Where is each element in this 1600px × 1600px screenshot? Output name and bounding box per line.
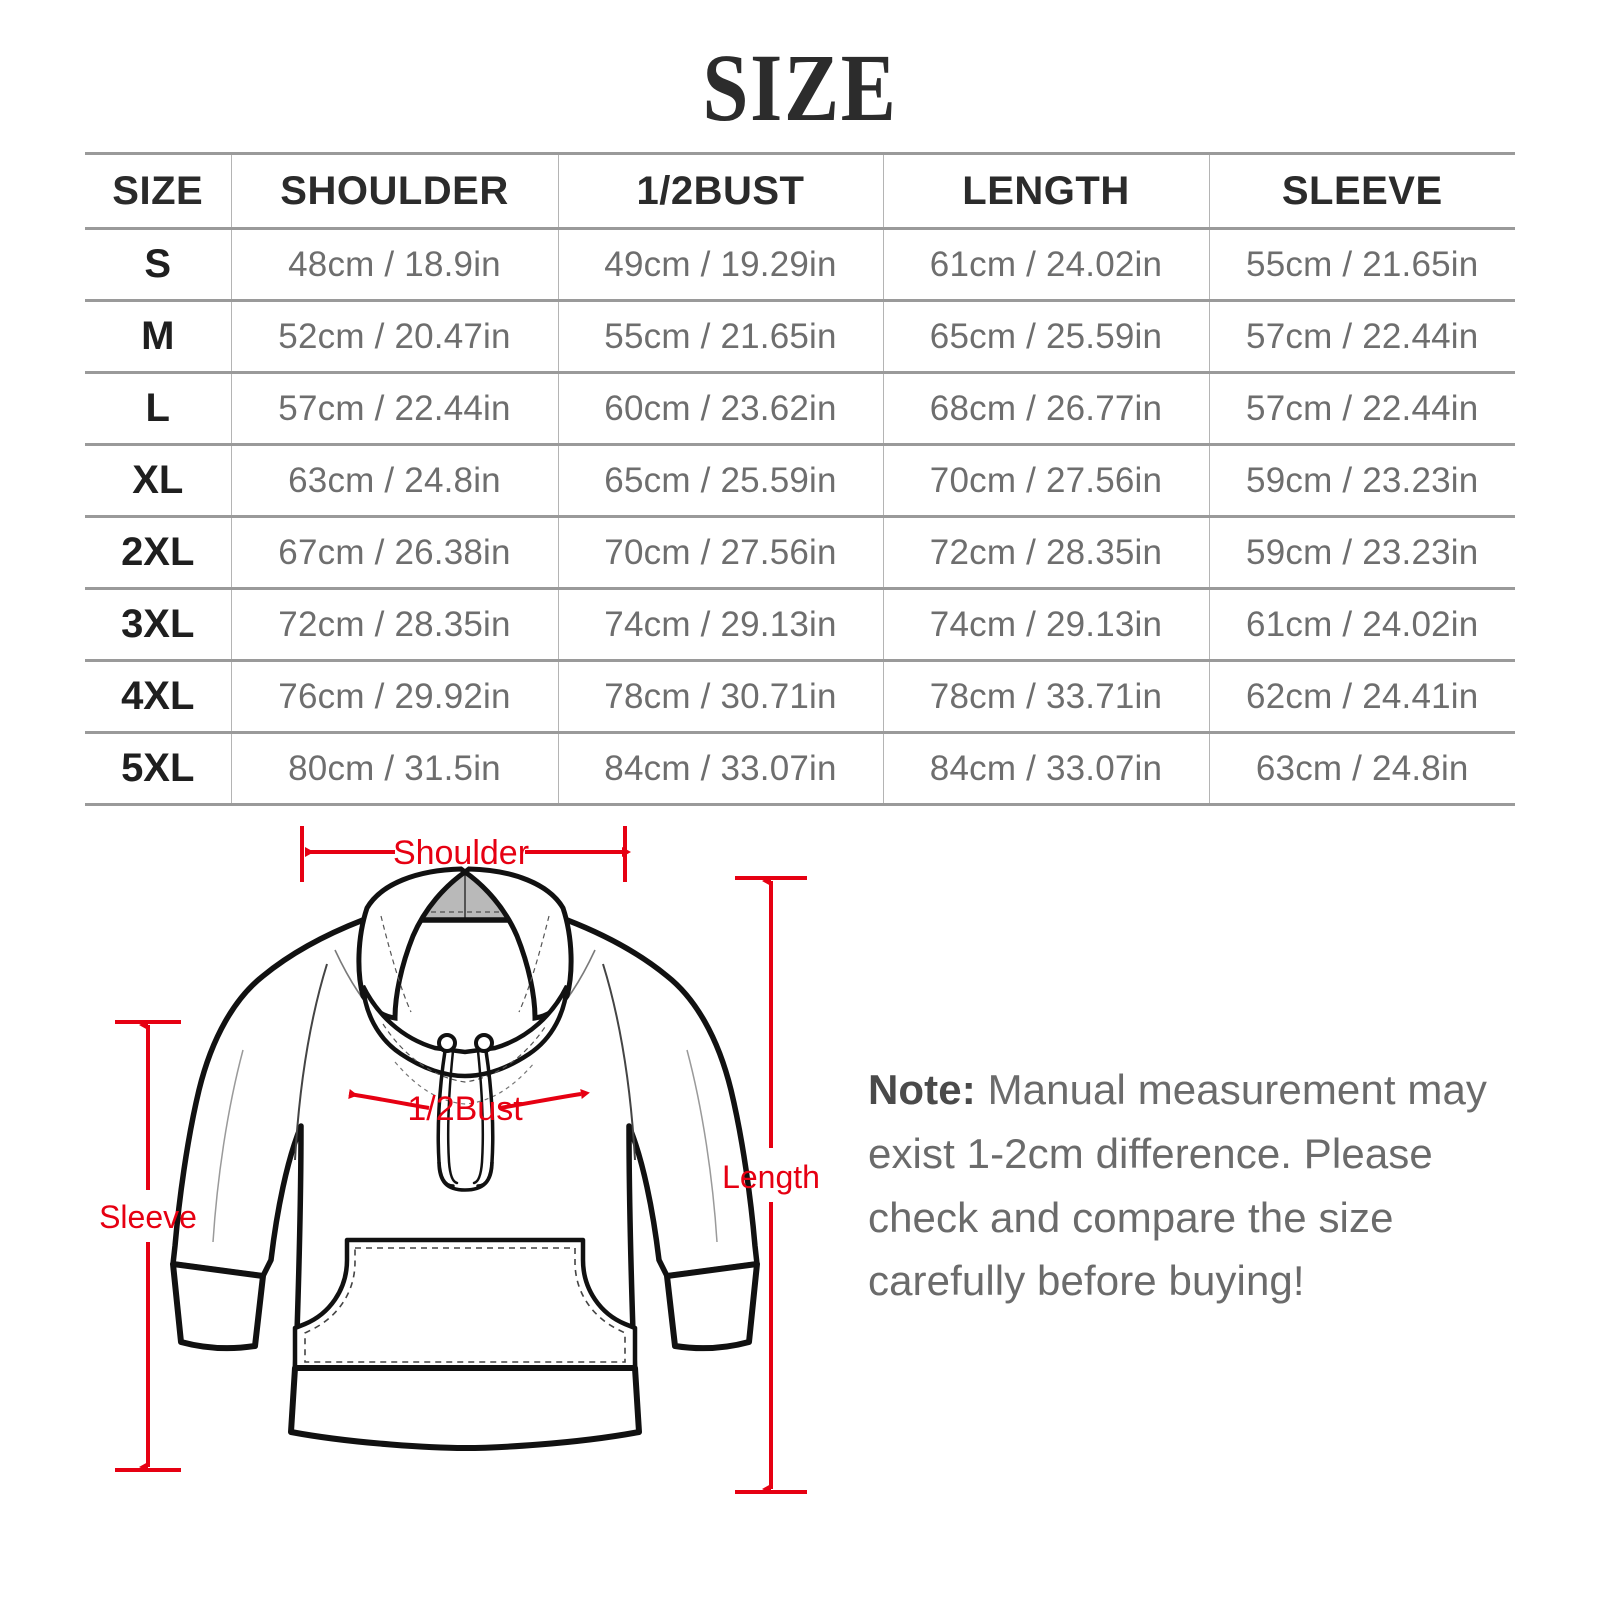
cell-length: 65cm / 25.59in xyxy=(882,299,1210,374)
table-row: 5XL 80cm / 31.5in 84cm / 33.07in 84cm / … xyxy=(85,731,1515,806)
cell-sleeve: 62cm / 24.41in xyxy=(1208,659,1515,734)
bottom-hem-rib xyxy=(288,1365,642,1451)
cell-size: 4XL xyxy=(85,659,232,734)
measurement-diagram: Shoulder 1/2Bust Length Sleeve xyxy=(0,790,1600,1550)
sleeve-measurement-guide: Sleeve xyxy=(99,1020,197,1472)
drawstring-right-inner xyxy=(472,1049,485,1185)
cell-length: 61cm / 24.02in xyxy=(882,227,1210,302)
cell-size: 5XL xyxy=(85,731,232,806)
note-text: Manual measurement may exist 1-2cm diffe… xyxy=(868,1066,1488,1305)
collar-stitch xyxy=(382,1023,548,1083)
shoulder-label: Shoulder xyxy=(393,834,529,872)
cell-sleeve: 55cm / 21.65in xyxy=(1208,227,1515,302)
cell-bust: 60cm / 23.62in xyxy=(557,371,884,446)
drawstring-eyelet-right xyxy=(474,1033,494,1053)
hoodie-technical-drawing: Shoulder 1/2Bust Length Sleeve xyxy=(99,826,820,1494)
column-header-length: LENGTH xyxy=(882,152,1210,230)
drawstring-eyelet-left xyxy=(437,1033,457,1053)
right-sleeve-cuff xyxy=(664,1261,760,1352)
column-header-shoulder: SHOULDER xyxy=(230,152,559,230)
cell-size: M xyxy=(85,299,232,374)
cell-size: L xyxy=(85,371,232,446)
right-sleeve-fold xyxy=(686,1049,718,1243)
hood-stitch-right xyxy=(518,915,550,1013)
table-row: M 52cm / 20.47in 55cm / 21.65in 65cm / 2… xyxy=(85,299,1515,374)
cell-size: XL xyxy=(85,443,232,518)
cell-size: S xyxy=(85,227,232,302)
cell-bust: 78cm / 30.71in xyxy=(557,659,884,734)
column-header-bust: 1/2BUST xyxy=(557,152,884,230)
cell-sleeve: 63cm / 24.8in xyxy=(1208,731,1515,806)
cell-shoulder: 57cm / 22.44in xyxy=(230,371,559,446)
cell-sleeve: 59cm / 23.23in xyxy=(1208,515,1515,590)
shoulder-measurement-guide: Shoulder xyxy=(300,826,631,882)
bust-label: 1/2Bust xyxy=(407,1090,523,1128)
left-sleeve-fold xyxy=(212,1049,244,1243)
page-title: SIZE xyxy=(702,34,898,141)
bust-arrow-right-segment xyxy=(499,1089,590,1110)
neckline-stitch xyxy=(394,1061,536,1105)
bust-arrow-left-segment xyxy=(348,1089,430,1110)
table-row: 4XL 76cm / 29.92in 78cm / 30.71in 78cm /… xyxy=(85,659,1515,734)
hood-collar-band xyxy=(360,984,570,1079)
cell-shoulder: 67cm / 26.38in xyxy=(230,515,559,590)
right-armhole-seam xyxy=(602,963,636,1161)
cell-bust: 55cm / 21.65in xyxy=(557,299,884,374)
drawstring-loop-bottom xyxy=(437,1161,494,1192)
cell-bust: 65cm / 25.59in xyxy=(557,443,884,518)
note-block: Note: Manual measurement may exist 1-2cm… xyxy=(868,1058,1488,1313)
kangaroo-pocket-stitch xyxy=(304,1247,626,1363)
size-chart-table-container: SIZE SHOULDER 1/2BUST LENGTH SLEEVE S 48… xyxy=(85,152,1515,806)
table-row: S 48cm / 18.9in 49cm / 19.29in 61cm / 24… xyxy=(85,227,1515,302)
bust-measurement-guide: 1/2Bust xyxy=(348,1089,590,1128)
kangaroo-pocket xyxy=(292,1237,638,1373)
size-chart-table: SIZE SHOULDER 1/2BUST LENGTH SLEEVE S 48… xyxy=(85,152,1515,806)
cell-length: 70cm / 27.56in xyxy=(882,443,1210,518)
cell-bust: 49cm / 19.29in xyxy=(557,227,884,302)
hood-stitch-left xyxy=(380,915,412,1013)
cell-length: 68cm / 26.77in xyxy=(882,371,1210,446)
cell-bust: 74cm / 29.13in xyxy=(557,587,884,662)
sleeve-label: Sleeve xyxy=(99,1199,197,1235)
cell-bust: 70cm / 27.56in xyxy=(557,515,884,590)
cell-length: 84cm / 33.07in xyxy=(882,731,1210,806)
cell-length: 72cm / 28.35in xyxy=(882,515,1210,590)
cell-sleeve: 59cm / 23.23in xyxy=(1208,443,1515,518)
table-header-row: SIZE SHOULDER 1/2BUST LENGTH SLEEVE xyxy=(85,152,1515,230)
cell-shoulder: 48cm / 18.9in xyxy=(230,227,559,302)
table-row: 2XL 67cm / 26.38in 70cm / 27.56in 72cm /… xyxy=(85,515,1515,590)
left-armhole-seam xyxy=(294,963,328,1161)
cell-shoulder: 72cm / 28.35in xyxy=(230,587,559,662)
length-label: Length xyxy=(722,1159,820,1195)
cell-sleeve: 61cm / 24.02in xyxy=(1208,587,1515,662)
table-row: 3XL 72cm / 28.35in 74cm / 29.13in 74cm /… xyxy=(85,587,1515,662)
cell-shoulder: 63cm / 24.8in xyxy=(230,443,559,518)
column-header-sleeve: SLEEVE xyxy=(1208,152,1515,230)
hoodie-illustration xyxy=(170,866,760,1451)
cell-bust: 84cm / 33.07in xyxy=(557,731,884,806)
cell-shoulder: 52cm / 20.47in xyxy=(230,299,559,374)
length-measurement-guide: Length xyxy=(722,876,820,1494)
note-label: Note: xyxy=(868,1066,976,1113)
cell-length: 78cm / 33.71in xyxy=(882,659,1210,734)
left-sleeve-cuff xyxy=(170,1261,266,1352)
cell-length: 74cm / 29.13in xyxy=(882,587,1210,662)
table-row: L 57cm / 22.44in 60cm / 23.62in 68cm / 2… xyxy=(85,371,1515,446)
column-header-size: SIZE xyxy=(85,152,232,230)
cell-shoulder: 76cm / 29.92in xyxy=(230,659,559,734)
cell-shoulder: 80cm / 31.5in xyxy=(230,731,559,806)
drawstring-left-inner xyxy=(446,1049,459,1185)
table-row: XL 63cm / 24.8in 65cm / 25.59in 70cm / 2… xyxy=(85,443,1515,518)
cell-sleeve: 57cm / 22.44in xyxy=(1208,371,1515,446)
cell-size: 3XL xyxy=(85,587,232,662)
cell-size: 2XL xyxy=(85,515,232,590)
cell-sleeve: 57cm / 22.44in xyxy=(1208,299,1515,374)
